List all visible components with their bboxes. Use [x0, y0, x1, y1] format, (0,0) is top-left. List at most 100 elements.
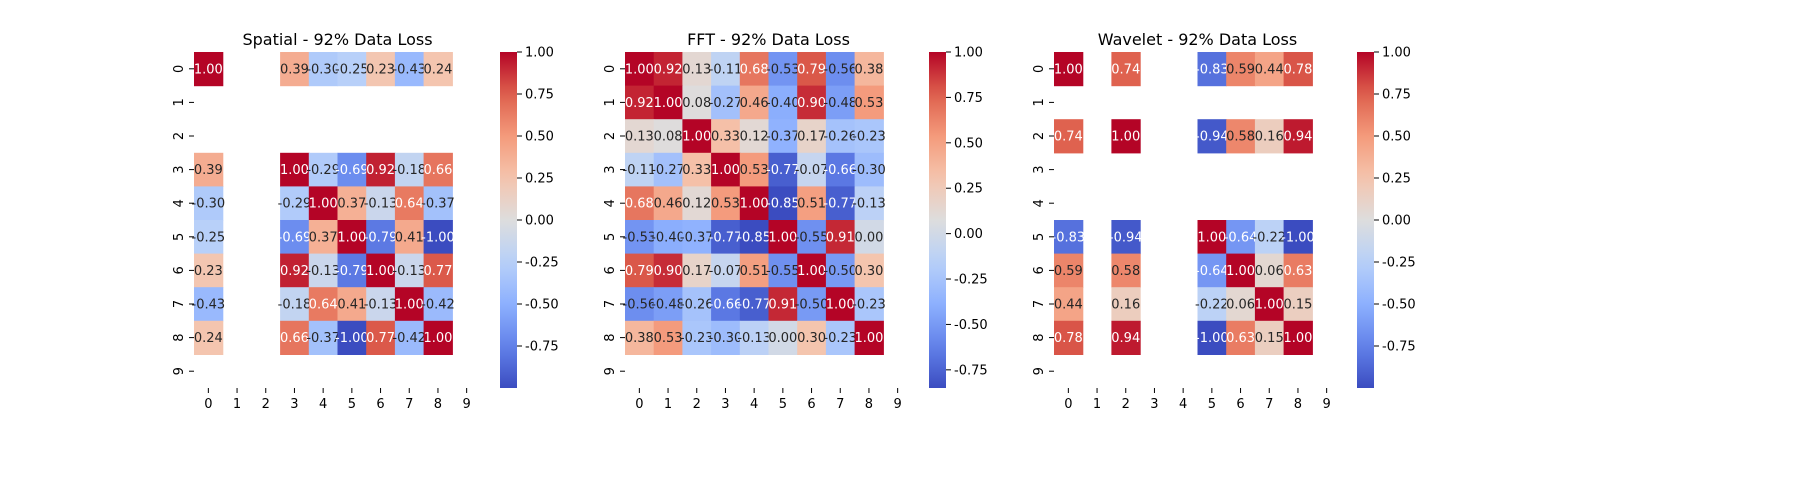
colorbar-tick-label: 1.00 [525, 46, 554, 61]
heatmap-cell [1226, 320, 1256, 355]
heatmap-cell [625, 253, 655, 288]
y-tick-label: 8 [1032, 333, 1047, 341]
cell-value-label: 0.59 [1226, 62, 1255, 77]
cell-value-label: -0.79 [364, 230, 398, 245]
heatmap-cell [625, 287, 655, 322]
heatmap-cell [739, 85, 770, 120]
cell-value-label: 1.00 [654, 96, 683, 111]
y-tick-label: 8 [172, 333, 187, 341]
cell-value-label: 1.00 [625, 62, 654, 77]
heatmap-cell [768, 85, 798, 120]
cell-value-label: 0.64 [309, 298, 338, 313]
heatmap-cell [1254, 287, 1285, 322]
cell-value-label: -1.00 [335, 331, 369, 346]
heatmap-cell [682, 152, 712, 187]
colorbar-tick-label: 1.00 [954, 46, 983, 61]
colorbar-tick-label: 1.00 [1382, 46, 1411, 61]
cell-value-label: 0.41 [337, 298, 366, 313]
y-tick-label: 3 [1032, 165, 1047, 173]
x-tick-label: 0 [204, 397, 212, 412]
y-tick-label: 5 [172, 233, 187, 241]
heatmap-cell [1111, 52, 1141, 87]
heatmap-cell [1111, 119, 1141, 154]
cell-value-label: 1.00 [280, 163, 309, 178]
cell-value-label: -0.40 [651, 230, 685, 245]
heatmap-cell [1054, 320, 1084, 355]
cell-value-label: 1.00 [797, 264, 826, 279]
colorbar-tick-label: 0.00 [954, 227, 983, 242]
heatmap-cell [1226, 52, 1256, 87]
cell-value-label: -0.07 [709, 264, 743, 279]
heatmap-cell [394, 287, 425, 322]
cell-value-label: 0.16 [1255, 130, 1284, 145]
colorbar-tick-label: 0.50 [954, 136, 983, 151]
cell-value-label: 0.39 [280, 62, 309, 77]
colorbar [1357, 52, 1374, 388]
heatmap-cell [337, 152, 367, 187]
cell-value-label: 0.66 [280, 331, 309, 346]
y-tick-label: 2 [172, 132, 187, 140]
cell-value-label: 0.24 [423, 62, 452, 77]
x-tick-label: 4 [319, 397, 327, 412]
cell-value-label: -0.37 [421, 197, 455, 212]
heatmap-cell [280, 186, 310, 221]
cell-value-label: -0.22 [1195, 298, 1229, 313]
heatmap-cell [423, 253, 453, 288]
cell-value-label: -0.18 [392, 163, 426, 178]
cell-value-label: 1.00 [1197, 230, 1226, 245]
heatmap-cell [711, 220, 741, 255]
cell-value-label: 0.59 [1054, 264, 1083, 279]
heatmap-cell [653, 119, 683, 154]
heatmap-cell [768, 287, 798, 322]
x-tick-label: 6 [807, 397, 815, 412]
heatmap-cell [366, 186, 396, 221]
cell-value-label: -0.43 [392, 62, 426, 77]
cell-value-label: 1.00 [1255, 298, 1284, 313]
x-tick-label: 3 [721, 397, 729, 412]
cell-value-label: 1.00 [826, 298, 855, 313]
colorbar-tick-label: -0.50 [525, 298, 559, 313]
colorbar-tick-label: 0.25 [1382, 172, 1411, 187]
y-tick-label: 3 [603, 165, 618, 173]
y-tick-label: 6 [603, 266, 618, 274]
cell-value-label: -0.55 [795, 230, 829, 245]
heatmap-cell [653, 253, 683, 288]
x-tick-label: 9 [1323, 397, 1331, 412]
colorbar-tick-label: 0.75 [525, 88, 554, 103]
x-tick-label: 7 [836, 397, 844, 412]
cell-value-label: -0.29 [306, 163, 340, 178]
cell-value-label: -0.27 [651, 163, 685, 178]
heatmap-cell [423, 320, 453, 355]
cell-value-label: -0.42 [392, 331, 426, 346]
cell-value-label: 0.17 [682, 264, 711, 279]
x-tick-label: 4 [1179, 397, 1187, 412]
cell-value-label: 1.00 [395, 298, 424, 313]
heatmap-cell [768, 186, 798, 221]
y-tick-label: 6 [172, 266, 187, 274]
heatmap-cell [1283, 220, 1313, 255]
cell-value-label: -0.13 [392, 264, 426, 279]
cell-value-label: -0.77 [766, 163, 800, 178]
heatmap-cell [653, 220, 683, 255]
cell-value-label: -0.18 [278, 298, 312, 313]
cell-value-label: -0.37 [306, 331, 340, 346]
y-tick-label: 8 [603, 333, 618, 341]
heatmap-cell [625, 119, 655, 154]
heatmap-cell [1254, 320, 1285, 355]
heatmap-cell [739, 220, 770, 255]
cell-value-label: -0.27 [709, 96, 743, 111]
y-tick-label: 6 [1032, 266, 1047, 274]
heatmap-cell [1254, 220, 1285, 255]
heatmap-cell [308, 287, 339, 322]
heatmap-cell [711, 186, 741, 221]
cell-value-label: 1.00 [366, 264, 395, 279]
heatmap-cell [280, 152, 310, 187]
cell-value-label: 1.00 [682, 130, 711, 145]
colorbar-tick-label: -0.75 [954, 363, 988, 378]
cell-value-label: 0.94 [1111, 331, 1140, 346]
y-tick-label: 0 [172, 65, 187, 73]
heatmap-cell [1111, 287, 1141, 322]
heatmap-cell [739, 287, 770, 322]
heatmap-cell [1226, 287, 1256, 322]
